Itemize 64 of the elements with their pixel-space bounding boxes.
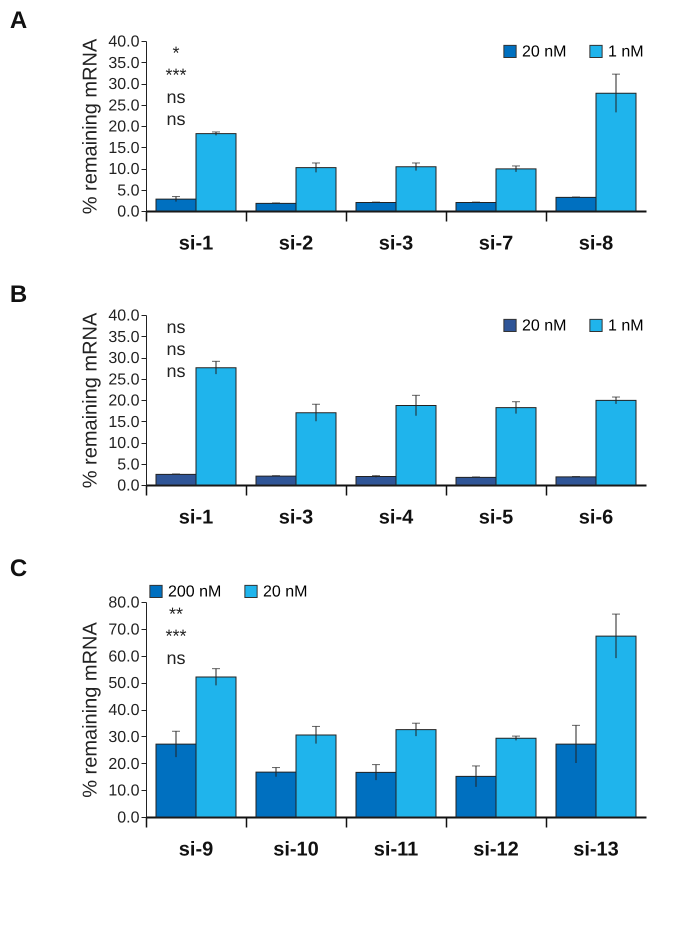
y-tick-label: 80.0 [108, 594, 140, 612]
y-tick-label: 35.0 [108, 54, 140, 72]
y-tick-label: 25.0 [108, 371, 140, 388]
y-tick-label: 30.0 [108, 76, 140, 93]
x-tick-label: si-6 [578, 506, 614, 528]
annotation: ns [166, 339, 186, 359]
x-tick-label: si-2 [278, 232, 314, 254]
y-tick-label: 25.0 [108, 97, 140, 114]
y-tick-label: 60.0 [108, 648, 140, 666]
annotation: ns [166, 361, 186, 381]
y-tick-label: 10.0 [108, 435, 140, 452]
x-tick-label: si-4 [378, 506, 414, 528]
annotation: ns [166, 648, 186, 668]
legend-label: 20 nM [522, 43, 566, 60]
chart-title: B [10, 281, 28, 308]
y-tick-label: 0.0 [117, 810, 140, 826]
y-tick-label: 5.0 [117, 182, 140, 200]
y-tick-label: 0.0 [117, 478, 140, 494]
y-tick-label: 50.0 [108, 675, 140, 692]
y-axis-title: % remaining mRNA [79, 622, 102, 798]
annotation: * [172, 43, 180, 63]
x-tick-label: si-9 [178, 838, 214, 860]
y-tick-label: 40.0 [108, 34, 140, 50]
legend-label: 20 nM [263, 583, 308, 600]
x-tick-label: si-3 [378, 232, 414, 254]
annotation: *** [165, 65, 187, 85]
legend-label: 1 nM [608, 317, 644, 334]
y-tick-label: 40.0 [108, 308, 140, 324]
legend-label: 1 nM [608, 43, 644, 60]
y-axis-title: % remaining mRNA [79, 38, 102, 214]
y-axis-title: % remaining mRNA [79, 312, 102, 488]
y-tick-label: 35.0 [108, 328, 140, 346]
y-tick-label: 20.0 [108, 756, 140, 773]
y-tick-label: 30.0 [108, 728, 140, 746]
annotation: ** [168, 604, 184, 624]
legend-label: 20 nM [522, 317, 566, 334]
x-tick-label: si-8 [578, 232, 614, 254]
x-tick-label: si-13 [573, 838, 619, 860]
x-tick-label: si-10 [273, 838, 319, 860]
y-tick-label: 15.0 [108, 140, 140, 157]
y-tick-label: 40.0 [108, 702, 140, 719]
chart-title: C [10, 555, 28, 582]
y-tick-label: 15.0 [108, 414, 140, 431]
annotation: ns [166, 87, 186, 107]
y-tick-label: 20.0 [108, 118, 140, 136]
annotation: *** [165, 626, 187, 646]
y-tick-label: 20.0 [108, 392, 140, 410]
y-tick-label: 30.0 [108, 350, 140, 367]
legend-label: 200 nM [168, 583, 222, 600]
x-tick-label: si-3 [278, 506, 314, 528]
y-tick-label: 10.0 [108, 782, 140, 800]
y-tick-label: 10.0 [108, 161, 140, 178]
y-tick-label: 0.0 [117, 204, 140, 220]
x-tick-label: si-12 [473, 838, 519, 860]
x-tick-label: si-7 [478, 232, 514, 254]
y-tick-label: 70.0 [108, 621, 140, 638]
x-tick-label: si-11 [374, 838, 418, 860]
x-tick-label: si-1 [178, 506, 214, 528]
annotation: ns [166, 317, 186, 337]
y-tick-label: 5.0 [117, 456, 140, 474]
chart-title: A [10, 7, 28, 34]
x-tick-label: si-5 [478, 506, 514, 528]
annotation: ns [166, 109, 186, 129]
x-tick-label: si-1 [178, 232, 214, 254]
